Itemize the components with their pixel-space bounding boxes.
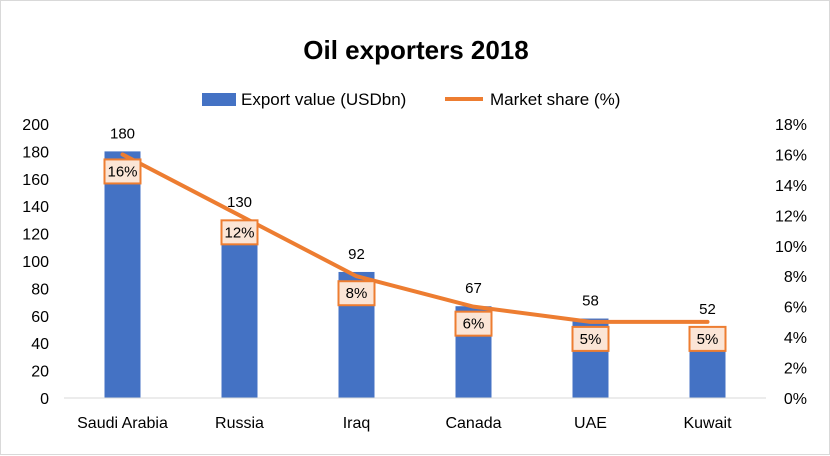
- line-value-label: 5%: [697, 331, 719, 348]
- right-axis-tick-label: 2%: [784, 361, 807, 378]
- category-label: Kuwait: [683, 415, 732, 432]
- right-axis-tick-label: 4%: [784, 330, 807, 347]
- bar-series: [104, 151, 726, 398]
- line-value-label: 6%: [463, 316, 485, 333]
- left-axis-tick-label: 100: [22, 254, 49, 271]
- line-label-box: [103, 158, 142, 185]
- category-label: Canada: [445, 415, 501, 432]
- left-axis-tick-label: 160: [22, 172, 49, 189]
- right-axis-tick-label: 18%: [775, 117, 807, 134]
- left-axis-tick-label: 0: [40, 391, 49, 408]
- line-value-label: 5%: [580, 331, 602, 348]
- line-value-label: 8%: [346, 285, 368, 302]
- category-label: Saudi Arabia: [77, 415, 168, 432]
- line-value-label: 16%: [107, 163, 137, 180]
- bar-russia: [221, 219, 258, 398]
- line-label-box: [571, 325, 610, 352]
- bar-value-label: 180: [110, 125, 135, 142]
- category-label: UAE: [574, 415, 607, 432]
- legend-swatch-export-value: [202, 93, 236, 106]
- line-label-box: [688, 325, 727, 352]
- bar-value-label: 92: [348, 246, 365, 263]
- right-axis-tick-label: 10%: [775, 239, 807, 256]
- left-axis-tick-label: 40: [31, 336, 49, 353]
- bar-value-label: 52: [699, 301, 716, 318]
- left-axis-tick-label: 120: [22, 227, 49, 244]
- right-axis-tick-label: 6%: [784, 300, 807, 317]
- market-share-line: [120, 152, 710, 324]
- bar-value-label: 58: [582, 293, 599, 310]
- left-axis-tick-label: 200: [22, 117, 49, 134]
- x-axis-categories: Saudi Arabia Russia Iraq Canada UAE Kuwait: [77, 415, 732, 432]
- left-axis: 0 20 40 60 80 100 120 140 160 180 200: [22, 117, 49, 408]
- line-value-label: 12%: [224, 224, 254, 241]
- right-axis-tick-label: 8%: [784, 269, 807, 286]
- left-axis-tick-label: 20: [31, 364, 49, 381]
- line-label-box: [454, 310, 493, 337]
- line-data-labels: 16% 12% 8% 6% 5% 5%: [103, 158, 727, 352]
- right-axis-tick-label: 16%: [775, 147, 807, 164]
- bar-data-labels: 180 130 92 67 58 52: [110, 125, 716, 317]
- line-series: [120, 152, 710, 324]
- left-axis-tick-label: 140: [22, 199, 49, 216]
- right-axis-tick-label: 14%: [775, 178, 807, 195]
- right-axis: 0% 2% 4% 6% 8% 10% 12% 14% 16% 18%: [775, 117, 807, 408]
- bar-saudi-arabia: [104, 151, 141, 398]
- bar-value-label: 67: [465, 280, 482, 297]
- legend-label-market-share: Market share (%): [490, 90, 620, 109]
- category-label: Russia: [215, 415, 264, 432]
- line-label-box: [220, 219, 259, 246]
- bar-value-label: 130: [227, 194, 252, 211]
- chart-title: Oil exporters 2018: [303, 35, 528, 65]
- legend-label-export-value: Export value (USDbn): [241, 90, 406, 109]
- right-axis-tick-label: 0%: [784, 391, 807, 408]
- left-axis-tick-label: 180: [22, 144, 49, 161]
- left-axis-tick-label: 60: [31, 309, 49, 326]
- right-axis-tick-label: 12%: [775, 208, 807, 225]
- left-axis-tick-label: 80: [31, 281, 49, 298]
- category-label: Iraq: [343, 415, 371, 432]
- legend: Export value (USDbn) Market share (%): [202, 90, 620, 109]
- line-label-box: [337, 280, 376, 307]
